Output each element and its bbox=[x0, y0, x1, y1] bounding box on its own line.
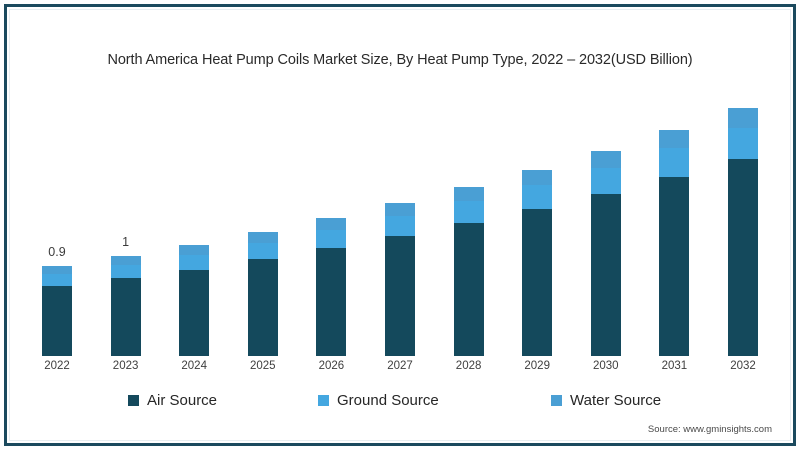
legend-label: Ground Source bbox=[337, 392, 439, 409]
bar-segment-air-source[interactable] bbox=[590, 194, 621, 356]
bar-segment-ground-source[interactable] bbox=[42, 274, 72, 286]
bar-segment-air-source[interactable] bbox=[316, 248, 347, 356]
x-axis-tick-2023: 2023 bbox=[112, 360, 139, 372]
bar-segment-ground-source[interactable] bbox=[659, 148, 690, 177]
frame-border-left bbox=[4, 4, 7, 446]
bar-segment-air-source[interactable] bbox=[728, 159, 758, 356]
bar-segment-ground-source[interactable] bbox=[247, 243, 278, 259]
bar-stack[interactable] bbox=[316, 218, 347, 356]
bar-segment-water-source[interactable] bbox=[659, 130, 690, 148]
frame-border-top bbox=[4, 4, 796, 7]
x-axis-tick-2026: 2026 bbox=[318, 360, 345, 372]
bar-stack[interactable] bbox=[522, 170, 553, 356]
legend-label: Air Source bbox=[147, 392, 218, 409]
bar-segment-water-source[interactable] bbox=[179, 245, 210, 255]
bar-stack[interactable] bbox=[590, 151, 621, 356]
legend-item-ground-source[interactable]: Ground Source bbox=[318, 392, 439, 409]
bar-segment-ground-source[interactable] bbox=[110, 265, 141, 278]
chart-legend: Air Source Ground Source Water Source bbox=[0, 392, 800, 416]
bar-stack[interactable] bbox=[179, 245, 210, 356]
frame-border-right bbox=[793, 4, 796, 446]
source-note: Source: www.gminsights.com bbox=[647, 424, 772, 435]
bar-segment-air-source[interactable] bbox=[247, 259, 278, 356]
x-axis-tick-2025: 2025 bbox=[250, 360, 276, 372]
legend-label: Water Source bbox=[570, 392, 662, 409]
bar-segment-water-source[interactable] bbox=[728, 108, 758, 128]
bar-stack[interactable] bbox=[659, 130, 690, 356]
bar-segment-water-source[interactable] bbox=[385, 203, 415, 216]
chart-title: North America Heat Pump Coils Market Siz… bbox=[107, 52, 693, 68]
bar-stack[interactable] bbox=[42, 266, 72, 356]
bar-segment-ground-source[interactable] bbox=[453, 201, 484, 223]
bar-segment-ground-source[interactable] bbox=[179, 255, 210, 270]
bar-segment-air-source[interactable] bbox=[179, 270, 210, 356]
bar-segment-water-source[interactable] bbox=[42, 266, 72, 274]
bar-stack[interactable] bbox=[453, 187, 484, 356]
x-axis-tick-2028: 2028 bbox=[455, 360, 482, 372]
bar-segment-ground-source[interactable] bbox=[522, 185, 553, 209]
bar-stack[interactable] bbox=[247, 232, 278, 356]
bar-value-label: 0.9 bbox=[48, 245, 66, 259]
x-axis-tick-2030: 2030 bbox=[593, 360, 619, 372]
x-axis-tick-2032: 2032 bbox=[730, 360, 756, 372]
plot-area: 0.9 1 bbox=[42, 96, 758, 356]
x-axis-tick-2029: 2029 bbox=[524, 360, 550, 372]
bar-segment-air-source[interactable] bbox=[42, 286, 72, 356]
legend-item-water-source[interactable]: Water Source bbox=[551, 392, 661, 409]
bar-segment-air-source[interactable] bbox=[453, 223, 484, 356]
x-axis-tick-2022: 2022 bbox=[44, 360, 70, 372]
bar-segment-air-source[interactable] bbox=[659, 177, 690, 356]
bar-stack[interactable] bbox=[110, 256, 141, 356]
bar-segment-water-source[interactable] bbox=[590, 151, 621, 168]
bar-segment-ground-source[interactable] bbox=[728, 128, 758, 159]
bar-segment-air-source[interactable] bbox=[110, 278, 141, 356]
bar-segment-air-source[interactable] bbox=[385, 236, 415, 356]
x-axis-tick-2027: 2027 bbox=[387, 360, 413, 372]
bar-segment-ground-source[interactable] bbox=[385, 216, 415, 236]
x-axis-tick-2024: 2024 bbox=[181, 360, 207, 372]
bar-segment-ground-source[interactable] bbox=[590, 168, 621, 194]
bar-stack[interactable] bbox=[385, 203, 415, 356]
legend-swatch-icon bbox=[318, 395, 329, 406]
bar-segment-water-source[interactable] bbox=[247, 232, 278, 243]
bar-stack[interactable] bbox=[728, 108, 758, 356]
bar-value-label: 1 bbox=[122, 235, 130, 249]
x-axis: 2022 2023 2024 2025 2026 2027 2028 2029 2030 2031… bbox=[42, 360, 758, 380]
legend-swatch-icon bbox=[551, 395, 562, 406]
bar-segment-water-source[interactable] bbox=[110, 256, 141, 265]
bar-segment-water-source[interactable] bbox=[453, 187, 484, 201]
bar-segment-ground-source[interactable] bbox=[316, 230, 347, 248]
x-axis-tick-2031: 2031 bbox=[661, 360, 688, 372]
frame-border-bottom bbox=[4, 443, 796, 446]
legend-swatch-icon bbox=[128, 395, 139, 406]
legend-item-air-source[interactable]: Air Source bbox=[128, 392, 217, 409]
bar-segment-water-source[interactable] bbox=[316, 218, 347, 230]
bar-segment-water-source[interactable] bbox=[522, 170, 553, 185]
bar-segment-air-source[interactable] bbox=[522, 209, 553, 356]
